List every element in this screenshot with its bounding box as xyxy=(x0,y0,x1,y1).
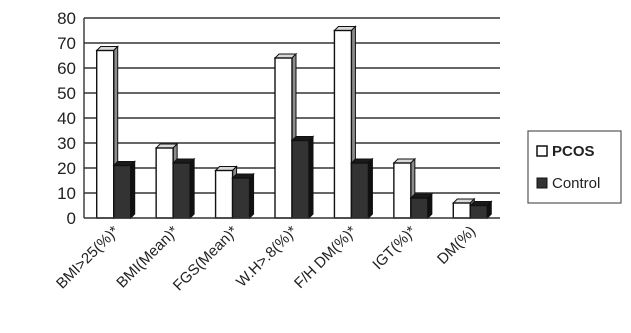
legend-frame xyxy=(527,130,622,204)
y-tick-label: 30 xyxy=(57,134,76,153)
y-tick-label: 40 xyxy=(57,109,76,128)
bar-control-5 xyxy=(409,192,434,220)
legend-swatch-pcos xyxy=(536,145,548,157)
y-tick-label: 20 xyxy=(57,159,76,178)
bar-front-face xyxy=(274,57,293,219)
category-label: IGT(%)* xyxy=(369,223,419,273)
legend-swatch-control xyxy=(536,177,548,189)
bar-front-face xyxy=(231,177,251,219)
bar-front-face xyxy=(155,147,174,219)
y-axis-tick-labels: 0 10 20 30 40 50 60 70 80 xyxy=(57,9,76,228)
category-labels: BMI>25(%)*BMI(Mean)*FGS(Mean)*W.H>.8(%)*… xyxy=(53,223,479,295)
y-tick-label: 80 xyxy=(57,9,76,28)
bar-pcos-5 xyxy=(392,157,417,220)
bar-front-face xyxy=(113,164,132,219)
y-tick-label: 70 xyxy=(57,34,76,53)
bar-front-face xyxy=(214,169,234,219)
bar-front-face xyxy=(350,162,370,219)
y-tick-label: 0 xyxy=(67,209,76,228)
bar-front-face xyxy=(333,29,353,219)
bar-control-2 xyxy=(231,172,255,220)
category-label: DM(%) xyxy=(434,223,479,268)
bar-front-face xyxy=(393,162,412,219)
bar-control-1 xyxy=(171,157,196,220)
bar-front-face xyxy=(469,204,488,219)
category-label: BMI>25(%)* xyxy=(53,223,123,293)
bar-front-face xyxy=(452,202,471,219)
legend: PCOS Control xyxy=(527,130,622,204)
bar-control-3 xyxy=(290,135,315,220)
bars xyxy=(95,25,493,220)
y-tick-label: 60 xyxy=(57,59,76,78)
legend-label-control: Control xyxy=(552,175,600,192)
bar-control-6 xyxy=(469,200,493,220)
category-label: F/H DM(%)* xyxy=(291,223,360,292)
bar-control-4 xyxy=(350,157,374,220)
bar-front-face xyxy=(96,49,115,219)
axes xyxy=(83,18,500,219)
bar-front-face xyxy=(172,162,191,219)
bar-pcos-3 xyxy=(273,52,298,220)
legend-label-pcos: PCOS xyxy=(552,143,595,160)
bar-front-face xyxy=(291,139,310,219)
y-tick-label: 50 xyxy=(57,84,76,103)
y-tick-label: 10 xyxy=(57,184,76,203)
bar-control-0 xyxy=(112,160,136,220)
bar-front-face xyxy=(410,197,429,219)
